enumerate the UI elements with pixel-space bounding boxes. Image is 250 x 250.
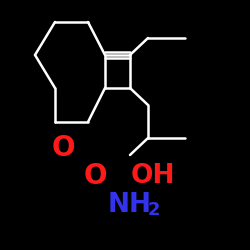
Text: NH: NH xyxy=(108,192,152,218)
Text: 2: 2 xyxy=(148,201,160,219)
Text: O: O xyxy=(51,134,75,162)
Text: O: O xyxy=(83,162,107,190)
Text: OH: OH xyxy=(131,163,175,189)
